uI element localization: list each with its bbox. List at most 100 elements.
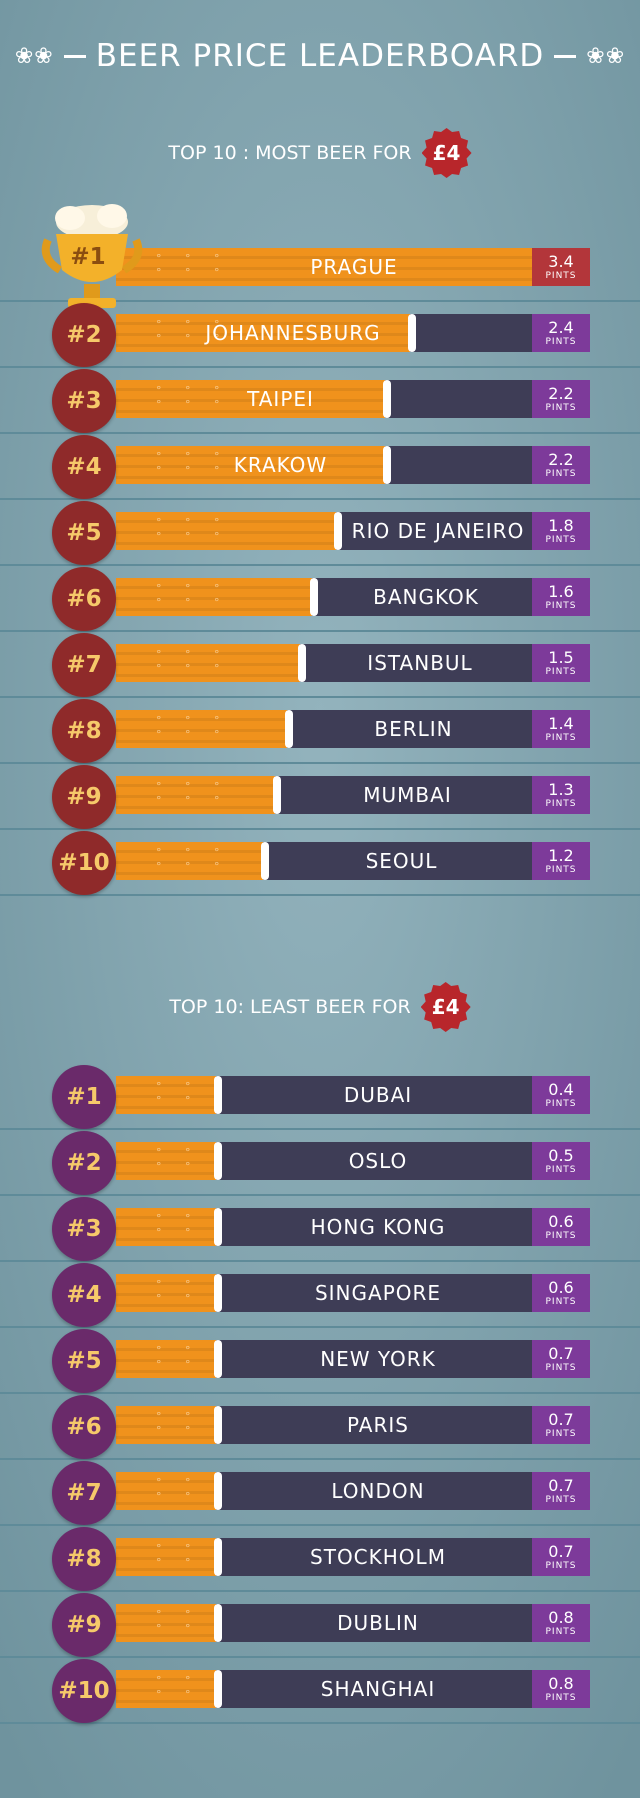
rank-badge: #1	[52, 1065, 116, 1129]
city-label: SINGAPORE	[314, 1281, 442, 1305]
row-divider	[0, 1524, 640, 1526]
value-label: 0.7	[548, 1541, 574, 1561]
unit-label: PINTS	[545, 1098, 577, 1109]
foam-edge	[214, 1472, 222, 1510]
value-label: 0.4	[548, 1079, 574, 1099]
wheat-icon: ❀❀	[586, 43, 626, 69]
row-divider	[0, 828, 640, 830]
foam-edge	[273, 776, 281, 814]
bar-fill: ° ° ° ° ° °	[116, 248, 590, 286]
unit-label: PINTS	[545, 1692, 577, 1703]
bar-fill: ° ° ° ° ° °	[116, 1670, 222, 1708]
foam-edge	[383, 380, 391, 418]
table-row: ° ° ° ° ° ° MUMBAI 1.3 PINTS #9	[0, 762, 640, 829]
table-row: ° ° ° ° ° ° KRAKOW 2.2 PINTS #4	[0, 432, 640, 499]
row-divider	[0, 300, 640, 302]
bar-track: ° ° ° ° ° ° PARIS	[116, 1406, 590, 1444]
bar-track: ° ° ° ° ° ° BANGKOK	[116, 578, 590, 616]
unit-label: PINTS	[545, 336, 577, 347]
city-label: PRAGUE	[310, 255, 398, 279]
value-box: 0.8 PINTS	[532, 1670, 590, 1708]
foam-edge	[214, 1538, 222, 1576]
value-box: 1.3 PINTS	[532, 776, 590, 814]
unit-label: PINTS	[545, 1560, 577, 1571]
unit-label: PINTS	[545, 798, 577, 809]
value-box: 2.2 PINTS	[532, 446, 590, 484]
value-label: 1.4	[548, 713, 574, 733]
foam-edge	[298, 644, 306, 682]
row-divider	[0, 564, 640, 566]
city-label: TAIPEI	[247, 387, 314, 411]
foam-edge	[285, 710, 293, 748]
rank-badge: #8	[52, 699, 116, 763]
value-box: 0.4 PINTS	[532, 1076, 590, 1114]
bar-track: ° ° ° ° ° ° SHANGHAI	[116, 1670, 590, 1708]
bar-track: ° ° ° ° ° ° DUBLIN	[116, 1604, 590, 1642]
city-label: DUBLIN	[337, 1611, 419, 1635]
foam-edge	[261, 842, 269, 880]
rank-badge: #10	[52, 831, 116, 895]
bar-fill: ° ° ° ° ° °	[116, 1604, 222, 1642]
unit-label: PINTS	[545, 1230, 577, 1241]
value-box: 3.4 PINTS	[532, 248, 590, 286]
rank-badge: #6	[52, 1395, 116, 1459]
bar-fill: ° ° ° ° ° °	[116, 776, 281, 814]
table-row: ° ° ° ° ° ° PRAGUE 3.4 PINTS #1	[0, 204, 640, 308]
city-label: ISTANBUL	[367, 651, 473, 675]
bubbles-icon: ° ° ° ° ° °	[156, 648, 230, 675]
value-box: 0.7 PINTS	[532, 1538, 590, 1576]
rank-badge: #2	[52, 1131, 116, 1195]
value-box: 1.2 PINTS	[532, 842, 590, 880]
value-label: 0.7	[548, 1343, 574, 1363]
foam-edge	[214, 1076, 222, 1114]
value-box: 0.7 PINTS	[532, 1340, 590, 1378]
unit-label: PINTS	[545, 864, 577, 875]
table-row: ° ° ° ° ° ° TAIPEI 2.2 PINTS #3	[0, 366, 640, 433]
bubbles-icon: ° ° ° ° ° °	[156, 384, 230, 411]
city-label: KRAKOW	[233, 453, 328, 477]
city-label: OSLO	[348, 1149, 408, 1173]
rank-badge: #3	[52, 369, 116, 433]
table-row: ° ° ° ° ° ° RIO DE JANEIRO 1.8 PINTS #5	[0, 498, 640, 565]
rank-badge: #2	[52, 303, 116, 367]
rank-badge: #3	[52, 1197, 116, 1261]
row-divider	[0, 894, 640, 896]
value-label: 0.7	[548, 1475, 574, 1495]
value-label: 0.8	[548, 1673, 574, 1693]
bar-track: ° ° ° ° ° ° SINGAPORE	[116, 1274, 590, 1312]
table-row: ° ° ° ° ° ° JOHANNESBURG 2.4 PINTS #2	[0, 300, 640, 367]
row-divider	[0, 1128, 640, 1130]
row-divider	[0, 1392, 640, 1394]
value-box: 2.4 PINTS	[532, 314, 590, 352]
value-box: 1.6 PINTS	[532, 578, 590, 616]
value-label: 1.5	[548, 647, 574, 667]
row-divider	[0, 1458, 640, 1460]
city-label: MUMBAI	[363, 783, 452, 807]
bar-fill: ° ° ° ° ° °	[116, 842, 269, 880]
bar-track: ° ° ° ° ° ° RIO DE JANEIRO	[116, 512, 590, 550]
value-label: 2.4	[548, 317, 574, 337]
value-label: 1.3	[548, 779, 574, 799]
value-box: 0.6 PINTS	[532, 1274, 590, 1312]
value-label: 1.6	[548, 581, 574, 601]
bar-fill: ° ° ° ° ° °	[116, 1208, 222, 1246]
bubbles-icon: ° ° ° ° ° °	[156, 846, 230, 873]
wheat-icon: ❀❀	[14, 43, 54, 69]
city-label: HONG KONG	[310, 1215, 446, 1239]
bubbles-icon: ° ° ° ° ° °	[156, 714, 230, 741]
row-divider	[0, 498, 640, 500]
value-label: 1.2	[548, 845, 574, 865]
city-label: NEW YORK	[320, 1347, 436, 1371]
rank-badge: #7	[52, 633, 116, 697]
foam-edge	[310, 578, 318, 616]
rank-badge: #7	[52, 1461, 116, 1525]
title-dash	[554, 54, 577, 58]
bubbles-icon: ° ° ° ° ° °	[156, 516, 230, 543]
value-box: 1.5 PINTS	[532, 644, 590, 682]
row-divider	[0, 1260, 640, 1262]
